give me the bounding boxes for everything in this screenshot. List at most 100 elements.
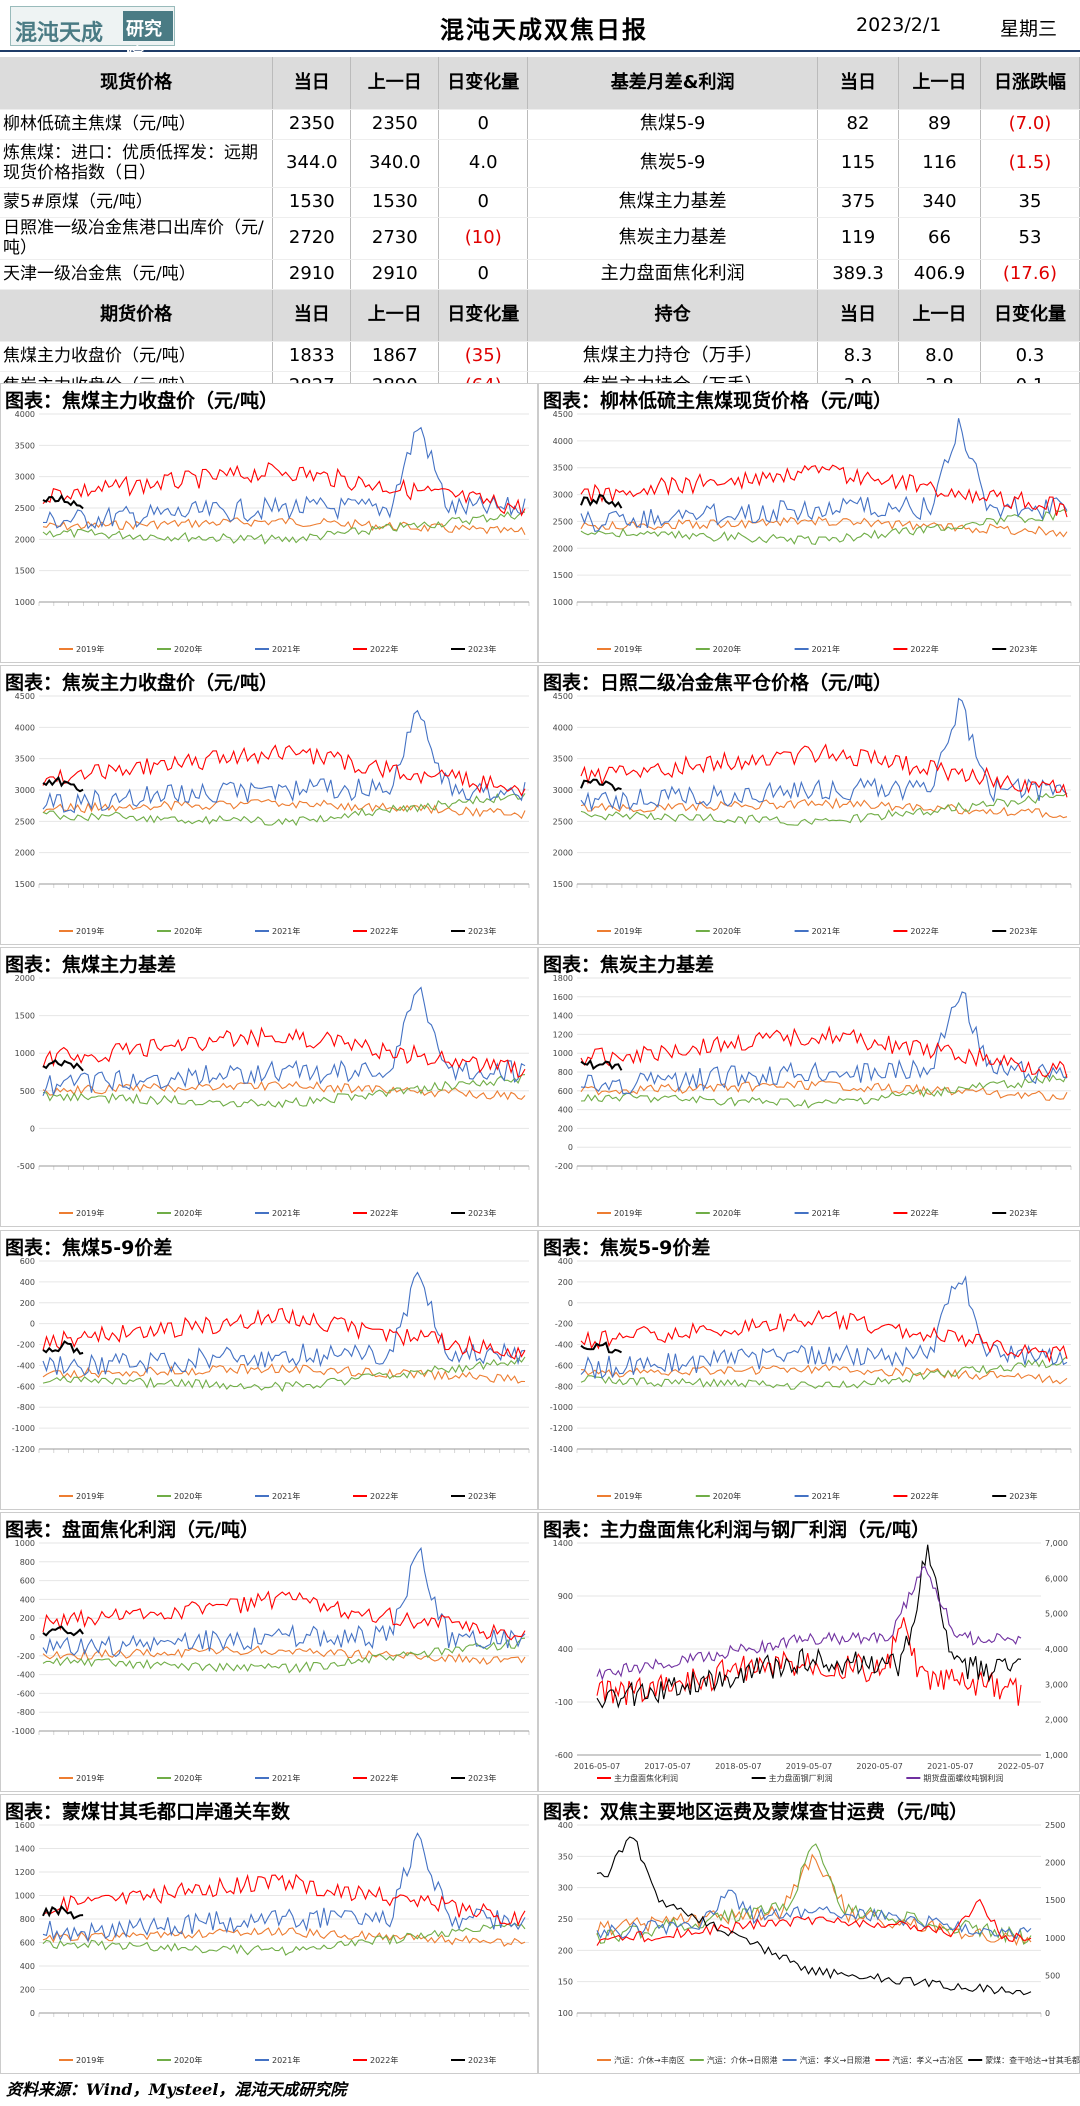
table-cell: 日变化量	[980, 289, 1080, 342]
series-line	[580, 1341, 622, 1354]
chart-panel: 1400 900 400 -100 -600 7,000 6,000 5,000 4,000 3,…	[538, 1512, 1080, 1792]
legend-label: 2022年	[370, 1208, 398, 1218]
y-tick-label: 4000	[553, 437, 573, 446]
series-line	[42, 1832, 526, 1943]
legend-label: 2023年	[468, 1491, 496, 1501]
legend-label: 2022年	[910, 926, 938, 936]
logo-box: 研究院	[123, 11, 173, 66]
y-tick-label: 0	[30, 1124, 35, 1133]
y-tick-label: 100	[558, 2009, 573, 2018]
series-line	[42, 1307, 526, 1360]
table-row: 焦煤主力收盘价（元/吨） 1833 1867 (35) 焦煤主力持仓（万手） 8.3 8.0…	[0, 341, 1080, 372]
y-tick-label: 4500	[553, 410, 573, 419]
legend-label: 2021年	[272, 2055, 300, 2065]
y-tick-label: 1000	[15, 1892, 35, 1901]
y-tick-label: 4000	[15, 410, 35, 419]
table-cell: 上一日	[350, 57, 440, 110]
y-tick-label: -1400	[550, 1445, 573, 1454]
y-tick-label: -600	[555, 1361, 573, 1370]
table-row: 炼焦煤：进口：优质低挥发：远期现货价格指数（日） 344.0 340.0 4.0 焦炭5…	[0, 139, 1080, 188]
table-cell: 115	[817, 139, 899, 188]
y-tick-label: 3000	[15, 786, 35, 795]
series-line	[42, 744, 526, 797]
chart-svg: 1400 900 400 -100 -600 7,000 6,000 5,000 4,000 3,…	[553, 1539, 1068, 1783]
legend-label: 2019年	[76, 926, 104, 936]
legend-label: 2020年	[713, 1208, 741, 1218]
table-cell: (35)	[438, 341, 529, 372]
legend-label: 2023年	[1009, 644, 1037, 654]
legend-label: 2019年	[614, 1491, 642, 1501]
legend-label: 2021年	[812, 926, 840, 936]
series-line	[42, 1546, 526, 1658]
legend-label: 2019年	[76, 1773, 104, 1783]
chart-panel: 4500 4000 3500 3000 2500 2000 1500 2019年 2020年 20…	[0, 665, 538, 945]
y-tick-label: 2000	[15, 849, 35, 858]
source-note: 资料来源：Wind，Mysteel，混沌天成研究院	[6, 2080, 347, 2099]
y-tick-label: 800	[20, 1558, 35, 1567]
y-tick-label: 1500	[553, 880, 573, 889]
chart-title: 图表：焦煤主力收盘价（元/吨）	[5, 390, 278, 412]
series-line	[580, 1058, 623, 1071]
table-cell: 82	[817, 109, 899, 140]
legend-label: 2020年	[174, 1208, 202, 1218]
chart-panel: 1800 1600 1400 1200 1000 800 600 400 200 0 -200 201…	[538, 947, 1080, 1227]
table-cell: 1833	[272, 341, 352, 372]
y-tick-label: 4000	[553, 723, 573, 732]
legend-label: 2020年	[174, 1773, 202, 1783]
legend-label: 2021年	[272, 1491, 300, 1501]
chart-panel: 1600 1400 1200 1000 800 600 400 200 0 2019年 2020年 2…	[0, 1794, 538, 2074]
table-cell: 柳林低硫主焦煤（元/吨）	[0, 109, 274, 140]
legend-label: 2022年	[910, 644, 938, 654]
y-tick-label: 400	[558, 1821, 573, 1830]
table-cell: 2730	[350, 217, 440, 260]
series-line	[580, 1080, 1068, 1101]
table-cell: 1530	[272, 187, 352, 218]
table-cell: 0	[438, 187, 529, 218]
y-tick-label: -200	[555, 1320, 573, 1329]
y-tick-label: 1400	[553, 1012, 573, 1021]
table-cell: 天津一级冶金焦（元/吨）	[0, 259, 274, 290]
series-line	[580, 778, 622, 792]
table-cell: 焦炭5-9	[527, 139, 819, 188]
series-line	[580, 1364, 1068, 1385]
legend-label: 2022年	[910, 1208, 938, 1218]
y-tick-label: 600	[20, 1257, 35, 1266]
y-tick-label: 3500	[15, 441, 35, 450]
chart-title: 图表：柳林低硫主焦煤现货价格（元/吨）	[543, 390, 892, 412]
legend-label: 主力盘面钢厂利润	[769, 1773, 833, 1783]
y-tick-label: 200	[20, 1614, 35, 1623]
report-weekday: 星期三	[1000, 18, 1058, 40]
y-tick-label: 800	[558, 1068, 573, 1077]
y-tick-label: -1000	[550, 1403, 573, 1412]
y-tick-label: -600	[17, 1689, 35, 1698]
series-line	[42, 1356, 526, 1393]
table-cell: 0	[438, 259, 529, 290]
series-line	[42, 986, 526, 1097]
table-row: 柳林低硫主焦煤（元/吨） 2350 2350 0 焦煤5-9 82 89 (7.0)	[0, 109, 1080, 140]
series-line	[42, 798, 526, 820]
y-tick-label: 400	[558, 1257, 573, 1266]
x-tick-label: 2021-05-07	[927, 1762, 974, 1771]
legend-label: 2020年	[713, 644, 741, 654]
y-tick-label: -800	[17, 1708, 35, 1717]
table-cell: 持仓	[527, 289, 819, 342]
y-tick-label: 250	[558, 1915, 573, 1924]
series-line	[42, 792, 526, 827]
series-line	[42, 1645, 526, 1665]
chart-panel: 600 400 200 0 -200 -400 -600 -800 -1000 -1200 2019…	[0, 1230, 538, 1510]
legend-label: 2019年	[76, 1208, 104, 1218]
series-line	[580, 1356, 1068, 1390]
table-cell: 2910	[272, 259, 352, 290]
y-tick-label: -800	[555, 1382, 573, 1391]
table-cell: 焦煤主力收盘价（元/吨）	[0, 341, 274, 372]
table-cell: 当日	[817, 289, 899, 342]
legend-label: 2020年	[713, 926, 741, 936]
table-cell: 焦炭主力基差	[527, 217, 819, 260]
table-cell: 406.9	[898, 259, 981, 290]
y-tick-label: 1200	[553, 1030, 573, 1039]
series-line	[42, 1059, 84, 1072]
series-line	[42, 511, 526, 545]
table-cell: (17.6)	[980, 259, 1080, 290]
y-tick-label: 1500	[15, 1012, 35, 1021]
table-cell: 340.0	[350, 139, 440, 188]
